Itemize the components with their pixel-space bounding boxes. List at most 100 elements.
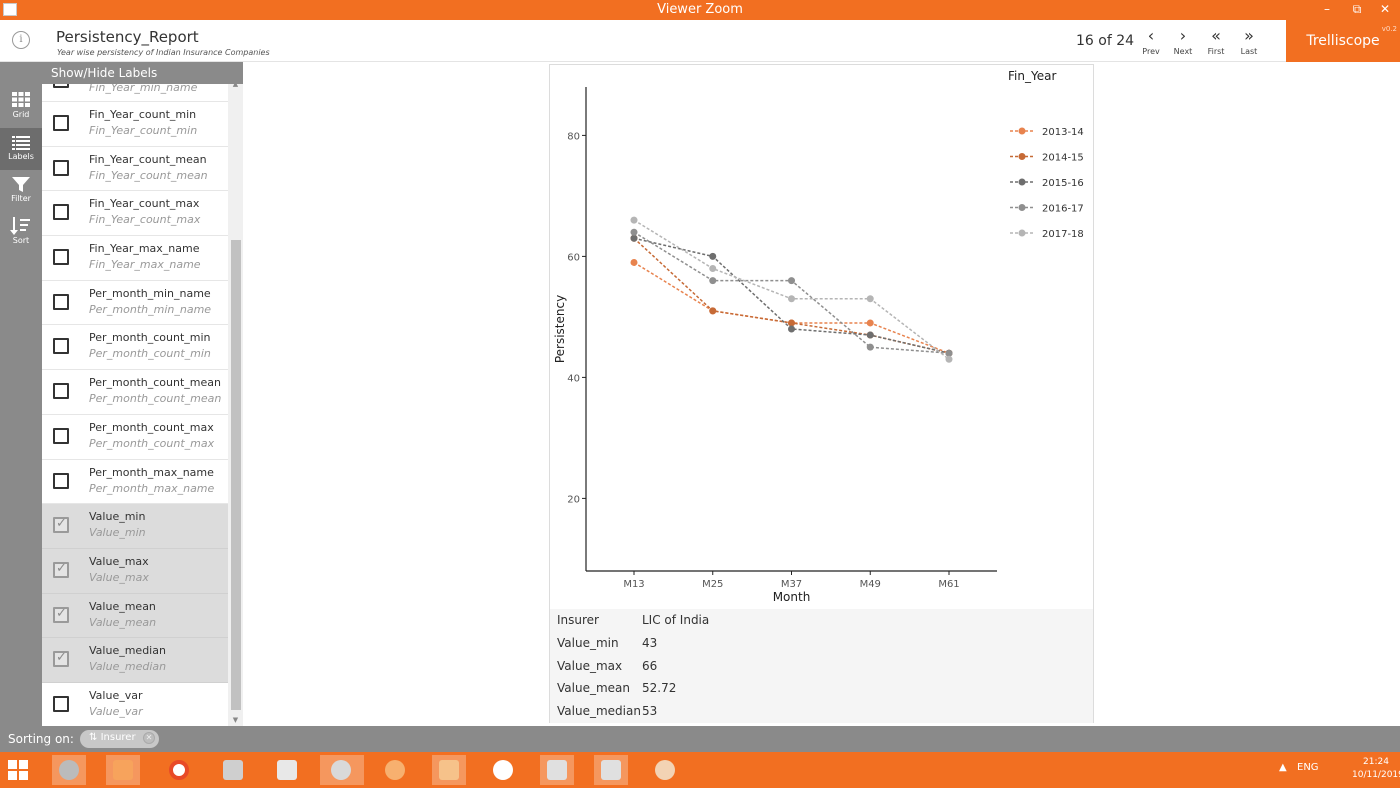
label-item[interactable]: Per_month_max_name Per_month_max_name <box>42 459 228 505</box>
last-label: Last <box>1240 47 1258 56</box>
label-item[interactable]: Value_max Value_max <box>42 548 228 594</box>
legend-swatch-point <box>1018 153 1026 160</box>
restore-button[interactable]: ⧉ <box>1352 2 1362 16</box>
label-name: Value_mean <box>89 599 156 613</box>
taskbar-paint[interactable] <box>648 755 682 785</box>
taskbar-media-player[interactable] <box>106 755 140 785</box>
label-item[interactable]: Per_month_min_name Per_month_min_name <box>42 280 228 326</box>
sort-pill-insurer[interactable]: ⇅ Insurer ✕ <box>80 730 159 748</box>
label-description: Per_month_count_min <box>89 347 211 361</box>
taskbar-r[interactable] <box>320 755 364 785</box>
label-checkbox[interactable] <box>53 561 69 578</box>
sidebar-item-labels[interactable]: Labels <box>0 128 42 170</box>
label-checkbox[interactable] <box>53 650 69 668</box>
legend-swatch-point <box>1018 127 1026 135</box>
chrome-icon <box>59 760 79 780</box>
r-icon <box>331 760 351 780</box>
label-checkbox[interactable] <box>53 159 69 176</box>
label-key: Value_median <box>557 704 641 719</box>
taskbar-opera[interactable] <box>162 755 196 785</box>
sort-bar: Sorting on: ⇅ Insurer ✕ <box>0 726 1400 752</box>
label-checkbox[interactable] <box>53 338 69 355</box>
prev-button[interactable]: ‹ Prev <box>1136 28 1166 58</box>
next-button[interactable]: › Next <box>1168 28 1198 58</box>
filter-icon <box>12 177 30 192</box>
firefox-icon <box>385 760 405 780</box>
label-checkbox[interactable] <box>53 516 69 534</box>
data-point <box>945 355 953 363</box>
scrollbar-thumb[interactable] <box>231 240 241 710</box>
taskbar-file-explorer[interactable] <box>216 755 250 785</box>
first-button[interactable]: « First <box>1201 28 1231 58</box>
table-row: Value_median 53 <box>550 700 1093 723</box>
sidebar-item-sort[interactable]: Sort <box>0 212 42 254</box>
label-item[interactable]: Fin_Year_min_name <box>42 72 228 102</box>
panel-labels-table: Insurer LIC of India Value_min 43 Value_… <box>550 609 1093 723</box>
label-item[interactable]: Fin_Year_count_min Fin_Year_count_min <box>42 102 228 147</box>
info-icon[interactable]: i <box>12 31 30 49</box>
last-button[interactable]: » Last <box>1234 28 1264 58</box>
label-item[interactable]: Value_min Value_min <box>42 504 228 549</box>
taskbar-folder[interactable] <box>432 755 466 785</box>
label-checkbox[interactable] <box>53 115 69 131</box>
label-checkbox[interactable] <box>53 204 69 221</box>
x-tick-label: M25 <box>702 579 723 590</box>
taskbar-excel[interactable] <box>540 755 574 785</box>
display-subtitle: Year wise persistency of Indian Insuranc… <box>57 48 270 57</box>
data-point <box>866 343 874 351</box>
label-description: Fin_Year_count_mean <box>89 168 208 182</box>
close-icon[interactable]: ✕ <box>143 732 155 744</box>
label-list: Fin_Year_min_name Fin_Year_count_min Fin… <box>42 72 228 726</box>
excel-icon <box>547 760 567 780</box>
y-tick-label: 20 <box>567 494 580 505</box>
data-point <box>788 295 795 303</box>
labels-scrollbar[interactable]: ▲ ▼ <box>228 80 243 726</box>
label-description: Value_mean <box>89 615 157 629</box>
label-item[interactable]: Value_mean Value_mean <box>42 593 228 639</box>
label-checkbox[interactable] <box>53 427 69 444</box>
label-checkbox[interactable] <box>53 606 69 623</box>
taskbar-word[interactable] <box>594 755 628 785</box>
data-point <box>630 216 638 224</box>
taskbar-chrome[interactable] <box>52 755 86 785</box>
media-player-icon <box>113 760 133 780</box>
label-item[interactable]: Fin_Year_count_max Fin_Year_count_max <box>42 191 228 237</box>
whatsapp-icon <box>493 760 513 780</box>
taskbar-firefox[interactable] <box>378 755 412 785</box>
taskbar-calculator[interactable] <box>270 755 304 785</box>
system-clock[interactable]: 21:24 10/11/2019 <box>1352 756 1400 782</box>
sidebar-item-filter[interactable]: Filter <box>0 170 42 212</box>
label-item[interactable]: Fin_Year_max_name Fin_Year_max_name <box>42 236 228 281</box>
label-checkbox[interactable] <box>53 293 69 310</box>
label-item[interactable]: Per_month_count_mean Per_month_count_mea… <box>42 370 228 415</box>
sidebar-item-grid[interactable]: Grid <box>0 86 42 128</box>
label-name: Fin_Year_count_max <box>89 197 200 211</box>
label-description: Value_var <box>89 704 143 718</box>
label-description: Per_month_max_name <box>89 481 215 495</box>
label-item[interactable]: Value_var Value_var <box>42 682 228 726</box>
label-checkbox[interactable] <box>53 695 69 712</box>
minimize-button[interactable]: – <box>1324 2 1330 16</box>
label-checkbox[interactable] <box>53 249 69 266</box>
label-checkbox[interactable] <box>53 383 69 400</box>
taskbar-whatsapp[interactable] <box>486 755 520 785</box>
label-description: Value_min <box>89 526 146 540</box>
zoomed-panel: 20 40 60 80 M13 M25 M37 M49 M61 Month Persistency F… <box>549 64 1094 723</box>
windows-start-icon[interactable] <box>8 760 28 780</box>
label-description: Per_month_count_mean <box>89 392 222 406</box>
sort-label: Sort <box>12 236 30 245</box>
scroll-down-icon[interactable]: ▼ <box>232 716 239 724</box>
close-window-button[interactable]: ✕ <box>1379 2 1391 16</box>
label-item[interactable]: Value_median Value_median <box>42 638 228 683</box>
label-item[interactable]: Fin_Year_count_mean Fin_Year_count_mean <box>42 146 228 192</box>
display-title: Persistency_Report <box>56 28 199 46</box>
data-point <box>709 252 717 260</box>
label-item[interactable]: Per_month_count_max Per_month_count_max <box>42 414 228 460</box>
trelliscope-brand[interactable]: Trelliscope v0.2 <box>1286 20 1400 62</box>
label-checkbox[interactable] <box>53 472 69 489</box>
grid-icon <box>12 92 30 107</box>
label-item[interactable]: Per_month_count_min Per_month_count_min <box>42 325 228 371</box>
language-indicator[interactable]: ENG <box>1297 762 1319 773</box>
tray-expand-icon[interactable]: ▲ <box>1279 762 1287 773</box>
scroll-up-icon[interactable]: ▲ <box>232 80 239 88</box>
